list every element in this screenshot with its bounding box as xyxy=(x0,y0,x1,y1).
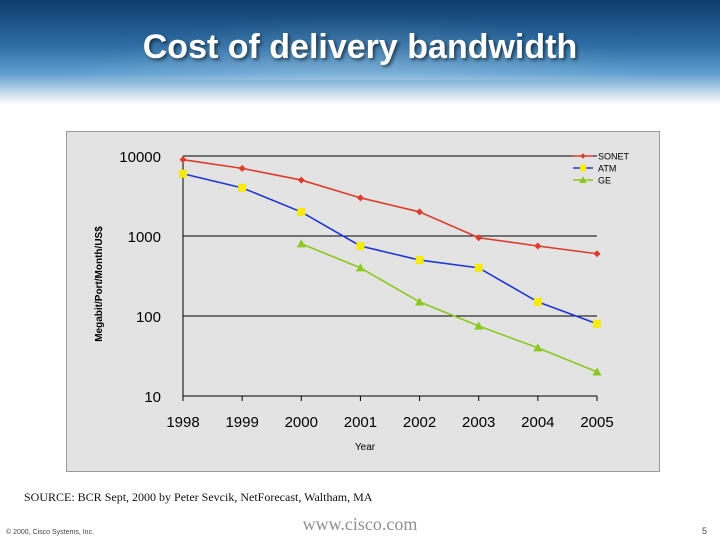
gridlines xyxy=(183,155,597,397)
footer-copyright: © 2000, Cisco Systems, Inc. xyxy=(6,529,95,536)
data-point-sonet xyxy=(238,164,246,172)
data-point-sonet xyxy=(297,176,305,184)
banner-highlight xyxy=(0,0,720,80)
source-note: SOURCE: BCR Sept, 2000 by Peter Sevcik, … xyxy=(24,490,373,504)
footer-url[interactable]: www.cisco.com xyxy=(302,514,418,534)
data-point-ge xyxy=(474,321,484,330)
x-tick-label: 2001 xyxy=(344,414,377,431)
x-tick-label: 2002 xyxy=(403,414,436,431)
y-tick-label: 1000 xyxy=(128,229,161,246)
data-point-sonet xyxy=(534,242,542,250)
series-line-ge xyxy=(300,243,598,373)
legend-label-ge: GE xyxy=(598,176,611,186)
x-tick-label: 1998 xyxy=(166,414,199,431)
legend: SONET ATM GE xyxy=(573,152,630,186)
series-line-sonet xyxy=(182,158,598,255)
data-point-ge xyxy=(355,263,365,272)
data-point-sonet xyxy=(475,234,483,242)
x-tick-label: 2000 xyxy=(285,414,318,431)
slide-title: Cost of delivery bandwidth xyxy=(142,28,578,66)
data-point-atm xyxy=(238,183,247,192)
x-tick-label: 2003 xyxy=(462,414,495,431)
series-line-atm xyxy=(182,172,598,325)
data-point-atm xyxy=(179,169,187,178)
legend-marker-ge xyxy=(579,176,587,183)
data-point-atm xyxy=(533,297,542,306)
x-tick-label: 2005 xyxy=(580,414,613,431)
data-point-ge xyxy=(415,297,425,306)
y-tick-label: 10000 xyxy=(119,149,161,166)
x-tick-label: 1999 xyxy=(225,414,258,431)
data-point-sonet xyxy=(593,250,601,258)
axes: 10000 1000 100 10 1998 1999 2000 2001 2002 2003 20… xyxy=(94,149,614,453)
data-point-sonet xyxy=(356,194,364,202)
y-axis-title: Megabit/Port/Month/US$ xyxy=(94,226,105,342)
chart-area: 10000 1000 100 10 1998 1999 2000 2001 2002 2003 20… xyxy=(66,131,660,472)
legend-marker-atm xyxy=(579,164,587,172)
data-point-ge xyxy=(296,239,306,248)
series-group xyxy=(179,156,602,376)
legend-label-sonet: SONET xyxy=(598,152,630,162)
data-point-atm xyxy=(593,319,601,328)
data-point-atm xyxy=(356,241,365,250)
line-chart: 10000 1000 100 10 1998 1999 2000 2001 2002 2003 20… xyxy=(94,149,630,453)
data-point-atm xyxy=(415,256,424,265)
page-number: 5 xyxy=(701,526,707,536)
legend-label-atm: ATM xyxy=(598,164,616,174)
data-point-sonet xyxy=(179,156,187,164)
title-banner xyxy=(0,0,720,105)
data-point-ge xyxy=(533,343,543,352)
x-axis-title: Year xyxy=(355,442,376,453)
data-point-atm xyxy=(474,263,483,272)
x-tick-label: 2004 xyxy=(521,414,554,431)
y-tick-label: 10 xyxy=(144,389,161,406)
data-point-atm xyxy=(297,207,306,216)
data-point-ge xyxy=(592,367,602,376)
legend-marker-sonet xyxy=(580,153,586,159)
y-tick-label: 100 xyxy=(136,309,161,326)
data-point-sonet xyxy=(416,208,424,216)
